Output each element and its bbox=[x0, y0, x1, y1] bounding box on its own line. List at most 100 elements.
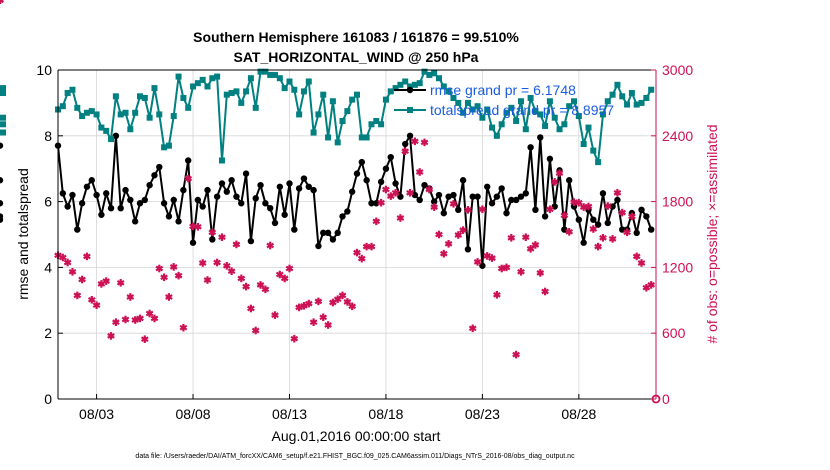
series-2-point-113 bbox=[599, 234, 607, 242]
series-1-point-11 bbox=[108, 136, 115, 143]
series-2-point-122 bbox=[642, 283, 651, 292]
series-2-point-26 bbox=[179, 323, 188, 332]
series-1-point-37 bbox=[233, 88, 240, 95]
series-1-point-75 bbox=[416, 80, 423, 87]
legend-label-0: rmse grand pr = 6.1748 bbox=[430, 82, 576, 98]
series-1-point-42 bbox=[257, 68, 264, 75]
series-1-point-67 bbox=[378, 121, 385, 128]
series-2-point-119 bbox=[628, 212, 636, 221]
series-0-point-97 bbox=[522, 190, 529, 197]
series-1 bbox=[0, 68, 655, 166]
series-0-point-19 bbox=[146, 181, 153, 189]
series-1-point-85 bbox=[464, 99, 471, 106]
series-0-point-8 bbox=[93, 191, 100, 199]
series-0-point-46 bbox=[276, 183, 284, 190]
series-0-point-90 bbox=[488, 200, 496, 207]
series-0-point-94 bbox=[508, 196, 515, 204]
series-1-point-72 bbox=[402, 78, 409, 85]
legend-label-1: totalspread grand pr = 8.8957 bbox=[430, 102, 614, 118]
series-1-point-89 bbox=[484, 106, 491, 113]
series-2-point-108 bbox=[574, 198, 583, 207]
series-2-point-71 bbox=[396, 214, 405, 222]
series-2-point-23 bbox=[165, 293, 173, 301]
series-2-point-120 bbox=[632, 252, 641, 261]
series-0-point-64 bbox=[363, 177, 370, 184]
series-2-point-121 bbox=[637, 259, 646, 267]
series-2-point-47 bbox=[280, 274, 289, 283]
series-0-point-92 bbox=[498, 185, 505, 192]
series-2-point-37 bbox=[232, 240, 241, 249]
series-1-point-47 bbox=[281, 85, 288, 92]
series-1-point-17 bbox=[136, 93, 143, 100]
series-1-point-109 bbox=[580, 141, 587, 148]
series-2-point-96 bbox=[517, 267, 525, 276]
series-0-point-33 bbox=[213, 193, 221, 200]
x-tick-label-4: 08/23 bbox=[465, 406, 500, 422]
series-2-point-75 bbox=[415, 168, 424, 176]
series-0-point-69 bbox=[387, 153, 394, 161]
series-1-point-41 bbox=[252, 104, 259, 111]
series-0-point-61 bbox=[348, 188, 356, 195]
series-2-point-35 bbox=[222, 261, 231, 270]
series-1-point-78 bbox=[431, 70, 438, 77]
series-0-point-30 bbox=[199, 203, 206, 210]
chart-title: Southern Hemisphere 161083 / 161876 = 99… bbox=[193, 29, 519, 45]
series-1-point-44 bbox=[267, 71, 274, 78]
series-0-point-125 bbox=[0, 177, 4, 184]
series-2-point-48 bbox=[285, 264, 294, 273]
plot-frame bbox=[57, 69, 657, 400]
series-0-point-21 bbox=[156, 163, 163, 171]
series-2-point-128 bbox=[0, 0, 4, 4]
series-1-point-56 bbox=[325, 134, 332, 141]
series-1-point-114 bbox=[604, 98, 611, 105]
series-0-point-86 bbox=[469, 193, 476, 200]
series-layer bbox=[0, 0, 661, 404]
series-1-point-95 bbox=[513, 117, 520, 124]
series-2-point-76 bbox=[420, 138, 429, 147]
series-1-point-74 bbox=[411, 81, 418, 88]
series-2-point-95 bbox=[512, 350, 520, 359]
series-1-point-126 bbox=[0, 114, 6, 121]
series-0-point-72 bbox=[402, 140, 409, 148]
series-0-point-11 bbox=[107, 204, 115, 212]
series-0-point-6 bbox=[83, 183, 91, 190]
series-1-point-38 bbox=[238, 99, 245, 106]
series-1-point-101 bbox=[542, 122, 549, 129]
series-1-point-120 bbox=[633, 101, 640, 108]
series-2-point-63 bbox=[357, 254, 366, 263]
y-right-tick-label-0: 0 bbox=[662, 391, 670, 407]
series-0-point-40 bbox=[247, 237, 255, 245]
series-1-point-40 bbox=[247, 75, 254, 82]
series-0-point-43 bbox=[262, 200, 269, 207]
series-2-point-87 bbox=[473, 258, 482, 266]
series-2-point-70 bbox=[391, 189, 400, 197]
series-0-point-91 bbox=[493, 193, 501, 200]
legend-marker-0 bbox=[406, 86, 414, 94]
series-0-point-32 bbox=[209, 236, 216, 243]
x-tick-label-5: 08/28 bbox=[561, 406, 596, 422]
series-0-point-47 bbox=[281, 211, 288, 218]
series-1-point-82 bbox=[450, 94, 457, 101]
series-2-point-12 bbox=[112, 318, 120, 327]
series-2-point-77 bbox=[425, 185, 434, 194]
series-0-point-50 bbox=[295, 185, 303, 192]
series-0-point-100 bbox=[537, 134, 544, 141]
series-0-point-34 bbox=[218, 180, 226, 187]
series-2-point-29 bbox=[194, 223, 202, 231]
series-2-point-67 bbox=[377, 198, 385, 207]
series-1-point-43 bbox=[262, 68, 269, 75]
series-0-point-36 bbox=[228, 177, 235, 184]
series-1-point-29 bbox=[194, 80, 201, 87]
series-1-point-19 bbox=[146, 114, 153, 121]
series-2-point-59 bbox=[338, 291, 347, 300]
series-0-point-99 bbox=[532, 206, 539, 214]
series-1-point-99 bbox=[532, 108, 539, 115]
series-2-point-5 bbox=[78, 275, 86, 284]
series-1-point-124 bbox=[0, 85, 6, 92]
series-0-point-10 bbox=[103, 190, 110, 197]
series-0-point-93 bbox=[503, 209, 510, 217]
series-1-point-65 bbox=[368, 121, 375, 128]
series-2-point-33 bbox=[213, 258, 221, 267]
y-right-tick-label-1: 600 bbox=[662, 325, 686, 341]
